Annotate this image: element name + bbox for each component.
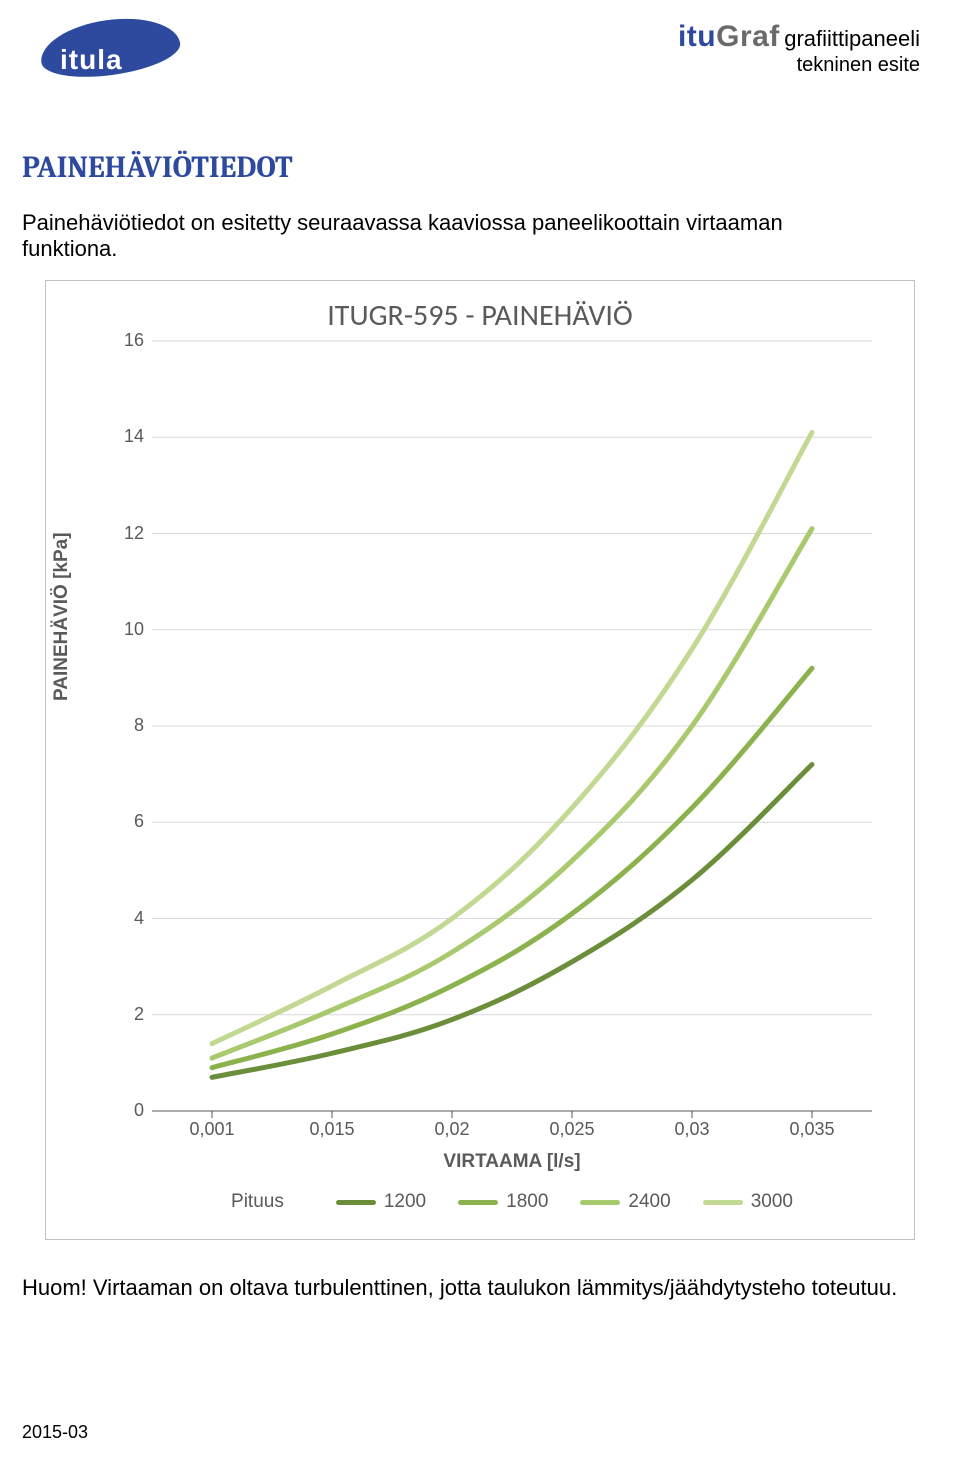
footer-date: 2015-03 [22, 1422, 88, 1443]
brand-itu: itu [678, 20, 716, 53]
legend-title: Pituus [231, 1191, 284, 1213]
y-tick-label: 4 [104, 908, 144, 929]
y-axis-label: PAINEHÄVIÖ [kPa] [51, 532, 73, 701]
plot-area [152, 341, 872, 1111]
y-tick-label: 10 [104, 619, 144, 640]
legend-swatch [458, 1200, 498, 1205]
x-tick-label: 0,02 [412, 1119, 492, 1140]
legend-swatch [703, 1200, 743, 1205]
logo-itula: itula [40, 20, 190, 85]
brand-sub1: grafiittipaneeli [784, 26, 920, 51]
x-axis-label: VIRTAAMA [l/s] [152, 1151, 872, 1173]
legend-swatch [580, 1200, 620, 1205]
legend-label: 3000 [751, 1191, 793, 1213]
page-header: itula ituGraf grafiittipaneeli tekninen … [40, 20, 920, 100]
legend-item: 3000 [703, 1191, 793, 1213]
x-tick-label: 0,025 [532, 1119, 612, 1140]
logo-itugraf: ituGraf grafiittipaneeli tekninen esite [678, 20, 920, 76]
logo-itula-text: itula [60, 44, 123, 76]
legend-swatch [336, 1200, 376, 1205]
y-tick-label: 14 [104, 426, 144, 447]
chart-container: ITUGR-595 - PAINEHÄVIÖ PAINEHÄVIÖ [kPa] … [45, 280, 915, 1240]
x-tick-label: 0,001 [172, 1119, 252, 1140]
legend-label: 1800 [506, 1191, 548, 1213]
page-title: PAINEHÄVIÖTIEDOT [22, 150, 293, 185]
x-tick-label: 0,035 [772, 1119, 852, 1140]
y-tick-label: 16 [104, 330, 144, 351]
x-tick-label: 0,015 [292, 1119, 372, 1140]
y-tick-label: 12 [104, 523, 144, 544]
y-tick-label: 2 [104, 1004, 144, 1025]
y-tick-label: 6 [104, 811, 144, 832]
y-tick-label: 0 [104, 1100, 144, 1121]
chart-title: ITUGR-595 - PAINEHÄVIÖ [46, 297, 914, 334]
chart-legend: Pituus 1200 1800 2400 3000 [152, 1191, 872, 1213]
legend-item: 2400 [580, 1191, 670, 1213]
legend-item: 1200 [336, 1191, 426, 1213]
footnote: Huom! Virtaaman on oltava turbulenttinen… [22, 1275, 897, 1301]
legend-item: 1800 [458, 1191, 548, 1213]
y-tick-label: 8 [104, 715, 144, 736]
brand-graf: Graf [716, 20, 780, 53]
legend-label: 1200 [384, 1191, 426, 1213]
intro-text: Painehäviötiedot on esitetty seuraavassa… [22, 210, 822, 262]
brand-sub2: tekninen esite [678, 54, 920, 76]
x-tick-label: 0,03 [652, 1119, 732, 1140]
legend-label: 2400 [628, 1191, 670, 1213]
